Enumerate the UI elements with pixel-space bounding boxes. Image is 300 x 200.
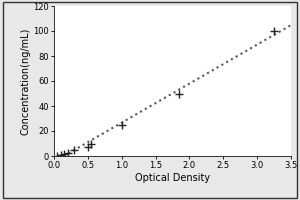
Point bbox=[65, 151, 70, 154]
X-axis label: Optical Density: Optical Density bbox=[135, 173, 210, 183]
Point bbox=[85, 145, 90, 148]
Point bbox=[58, 153, 63, 156]
Point bbox=[177, 92, 182, 95]
Point bbox=[62, 153, 67, 156]
Point bbox=[89, 142, 94, 145]
Y-axis label: Concentration(ng/mL): Concentration(ng/mL) bbox=[21, 27, 31, 135]
Point bbox=[55, 154, 60, 157]
Point bbox=[272, 29, 277, 33]
Point bbox=[72, 148, 77, 151]
Point bbox=[119, 123, 124, 126]
